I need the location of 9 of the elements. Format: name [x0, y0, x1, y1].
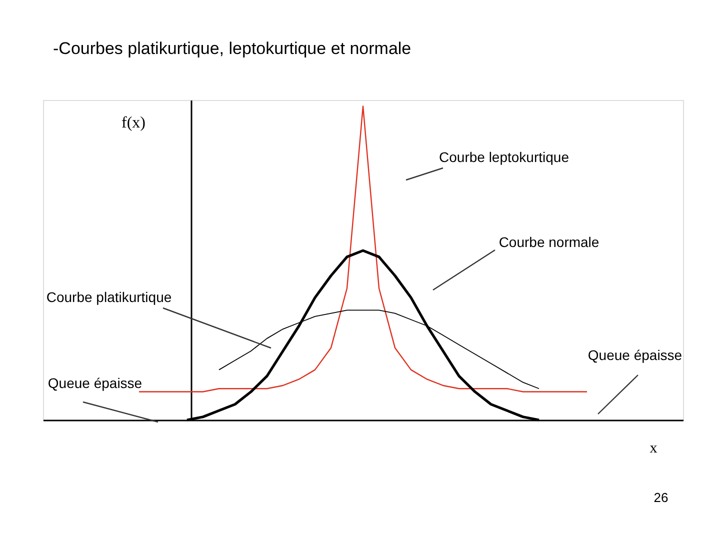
annotation: Queue épaisse: [588, 347, 682, 363]
x-axis-title: x: [650, 440, 658, 456]
y-axis-title: f(x): [122, 114, 146, 132]
text: 26: [654, 490, 668, 505]
annotation: Courbe platikurtique: [46, 289, 172, 305]
annotation: Courbe leptokurtique: [439, 149, 570, 165]
annotation: Courbe normale: [498, 234, 600, 250]
annotation: Queue épaisse: [48, 375, 142, 391]
chart-title: -Courbes platikurtique, leptokurtique et normale: [53, 39, 412, 58]
